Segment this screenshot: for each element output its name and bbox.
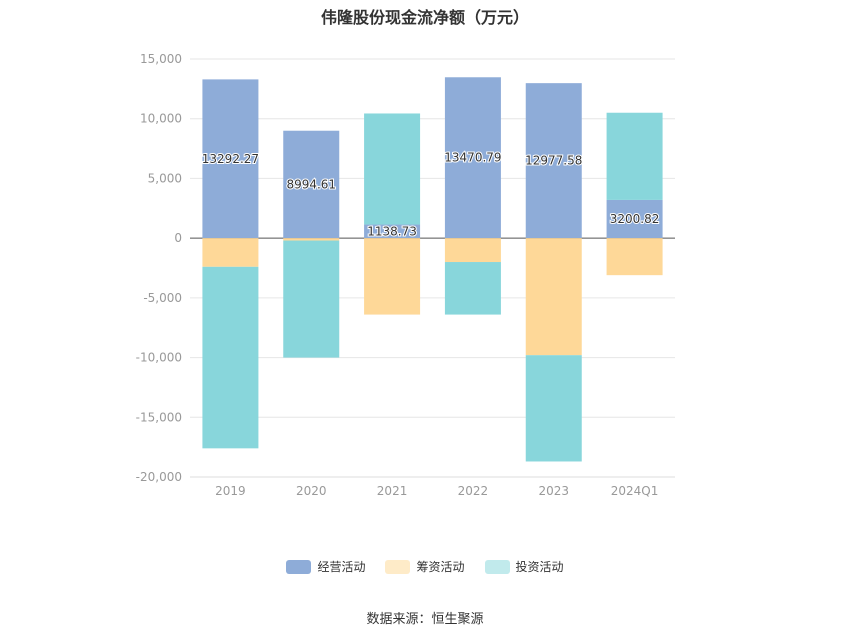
y-tick-label: -10,000	[136, 351, 182, 365]
x-tick-label: 2021	[377, 484, 408, 498]
legend-item-operating[interactable]: 经营活动	[286, 558, 365, 575]
bar-2-2022	[444, 262, 501, 315]
data-label: 8994.61	[286, 177, 336, 191]
bar-1-2020	[283, 238, 340, 241]
y-tick-label: -20,000	[136, 470, 182, 484]
bar-2-2021	[364, 113, 421, 225]
bar-1-2022	[444, 238, 501, 263]
legend-swatch-operating	[286, 559, 312, 574]
x-tick-label: 2020	[296, 484, 327, 498]
bar-0-2024Q1	[606, 199, 663, 239]
y-tick-label: 10,000	[140, 112, 182, 126]
y-tick-label: 5,000	[148, 171, 182, 185]
legend-swatch-investing	[484, 559, 510, 574]
bar-0-2023	[525, 83, 582, 239]
legend: 经营活动 筹资活动 投资活动	[0, 558, 850, 575]
x-tick-label: 2023	[538, 484, 569, 498]
bar-2-2020	[283, 240, 340, 358]
y-tick-label: 15,000	[140, 52, 182, 66]
bar-2-2023	[525, 355, 582, 462]
y-tick-label: -15,000	[136, 410, 182, 424]
data-label: 12977.58	[525, 154, 582, 168]
bar-2-2024Q1	[606, 112, 663, 200]
data-label: 13292.27	[202, 152, 259, 166]
bar-0-2020	[283, 130, 340, 239]
legend-item-financing[interactable]: 筹资活动	[385, 558, 465, 575]
y-tick-label: 0	[174, 231, 182, 245]
data-label: 1138.73	[367, 224, 417, 238]
bar-1-2021	[364, 238, 421, 315]
bar-0-2021	[364, 224, 421, 239]
legend-item-investing[interactable]: 投资活动	[484, 558, 564, 575]
x-tick-label: 2019	[215, 484, 246, 498]
bar-1-2023	[525, 238, 582, 356]
legend-label-financing: 筹资活动	[416, 560, 465, 574]
bar-0-2022	[444, 77, 501, 239]
x-tick-label: 2024Q1	[611, 484, 659, 498]
bar-1-2024Q1	[606, 238, 663, 276]
legend-label-investing: 投资活动	[515, 560, 564, 574]
bar-2-2019	[202, 266, 259, 449]
chart-title: 伟隆股份现金流净额（万元）	[320, 8, 529, 27]
data-label: 13470.79	[444, 151, 501, 165]
legend-swatch-financing	[385, 559, 411, 574]
source-note: 数据来源：恒生聚源	[366, 612, 484, 627]
legend-label-operating: 经营活动	[317, 560, 366, 574]
bar-0-2019	[202, 79, 259, 239]
x-tick-label: 2022	[458, 484, 489, 498]
y-tick-label: -5,000	[143, 291, 182, 305]
bar-1-2019	[202, 238, 259, 267]
data-label: 3200.82	[610, 212, 660, 226]
